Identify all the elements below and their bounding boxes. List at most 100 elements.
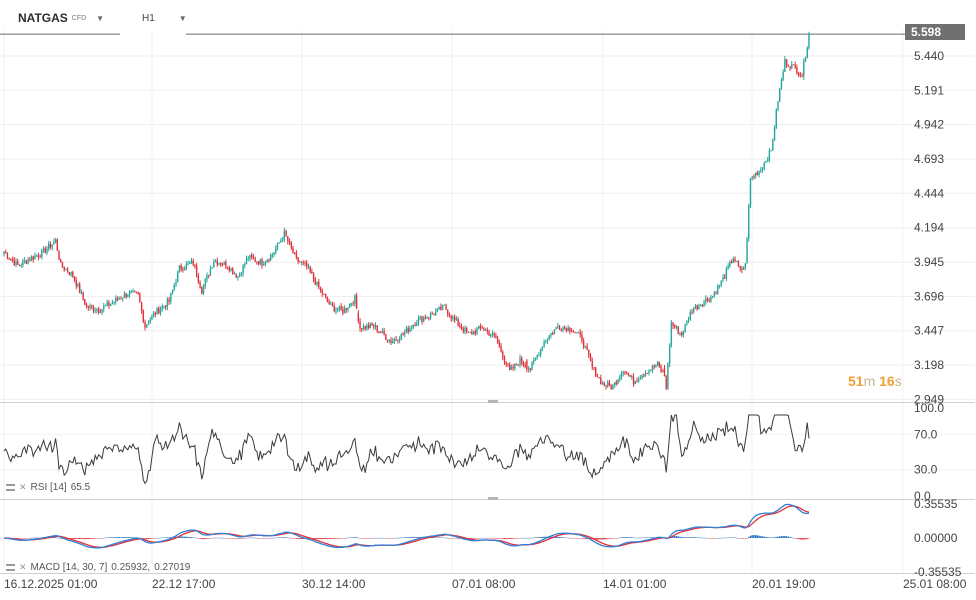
candle [729, 260, 731, 269]
candle-body [123, 293, 126, 299]
candle-body [732, 258, 734, 263]
candle-body [760, 169, 762, 171]
timeframe-selector[interactable]: H1 ▼ [142, 8, 187, 28]
candle [280, 237, 282, 243]
candle-body [634, 380, 636, 385]
candle-body [658, 362, 661, 367]
candle [634, 380, 636, 385]
macd-histogram-bar [717, 537, 719, 539]
macd-histogram-bar [261, 538, 263, 539]
macd-histogram-bar [92, 538, 95, 539]
macd-histogram-bar [720, 537, 722, 539]
candle [433, 313, 435, 316]
macd-histogram-bar [701, 537, 704, 539]
candle [514, 363, 516, 371]
candle [436, 308, 439, 313]
macd-histogram-bar [75, 538, 77, 540]
macd-histogram-bar [326, 538, 329, 540]
candle-body [481, 327, 483, 329]
macd-histogram-bar [539, 536, 542, 538]
macd-histogram-bar [127, 537, 129, 538]
candle-body [753, 176, 755, 178]
candle-body [593, 367, 595, 368]
countdown-seconds-unit: s [894, 373, 902, 389]
candle-body [8, 257, 10, 259]
candle [794, 61, 796, 69]
candle [600, 374, 602, 385]
macd-histogram-bar [527, 537, 530, 539]
candle [381, 328, 384, 334]
indicator-settings-icon[interactable] [6, 484, 15, 491]
macd-histogram-bar [443, 537, 446, 539]
candle [581, 330, 583, 344]
macd-histogram-bar [405, 537, 408, 538]
macd-histogram-bar [121, 537, 124, 538]
candle [335, 307, 337, 315]
candle [283, 227, 286, 243]
macd-histogram-bar [675, 536, 678, 538]
indicator-close-icon[interactable]: ✕ [19, 482, 27, 492]
macd-histogram-bar [185, 536, 188, 538]
candle [111, 299, 114, 305]
candle [170, 292, 172, 305]
candle [323, 293, 325, 295]
candle [791, 61, 793, 70]
symbol-dropdown-caret-icon[interactable]: ▼ [96, 13, 105, 23]
candle [42, 246, 45, 253]
candle-body [543, 341, 545, 348]
indicator-settings-icon[interactable] [6, 564, 15, 571]
candle [687, 316, 690, 324]
candle [533, 357, 535, 365]
candle [428, 317, 430, 321]
macd-histogram-bar [410, 537, 413, 538]
candle [89, 303, 91, 311]
candle-body [686, 320, 688, 325]
candle-body [137, 292, 139, 295]
candle-body [591, 360, 593, 368]
candle [290, 240, 292, 251]
candle-body [256, 261, 258, 263]
macd-histogram-bar [333, 538, 335, 539]
candle-body [698, 305, 700, 310]
candle-body [335, 309, 337, 312]
candle-body [280, 240, 282, 243]
candle-body [780, 79, 783, 89]
macd-histogram-bar [564, 537, 566, 538]
macd-histogram-bar [483, 537, 485, 539]
macd-histogram-bar [73, 538, 76, 539]
candle [178, 265, 181, 273]
candle [639, 375, 642, 380]
timeframe-dropdown-caret-icon[interactable]: ▼ [178, 13, 187, 23]
indicator-close-icon[interactable]: ✕ [19, 562, 27, 572]
candle [48, 240, 50, 252]
candle-body [770, 150, 772, 152]
macd-histogram-bar [617, 537, 619, 539]
macd-histogram-bar [634, 537, 636, 539]
candle [541, 346, 544, 352]
candle-body [314, 279, 317, 285]
candle-body [357, 312, 360, 322]
candle [453, 314, 456, 323]
candle-body [596, 376, 599, 378]
candle [598, 377, 600, 379]
macd-histogram-bar [244, 538, 246, 539]
macd-histogram-bar [693, 537, 695, 538]
candle [720, 280, 722, 288]
candle [409, 325, 411, 333]
candle-body [269, 255, 272, 261]
macd-histogram-bar [797, 538, 800, 540]
current-price-tag: 5.598 [905, 24, 965, 40]
candle [390, 337, 392, 345]
symbol-selector[interactable]: NATGAS CFD ▼ [18, 8, 104, 28]
candle [304, 260, 306, 267]
candle [469, 331, 471, 333]
candle-body [386, 339, 389, 341]
macd-histogram-bar [780, 536, 783, 538]
candle-body [507, 364, 509, 366]
candle-body [297, 257, 299, 262]
candle-body [663, 367, 666, 377]
candle-body [577, 332, 580, 333]
candle-body [675, 326, 678, 328]
macd-histogram-bar [130, 537, 132, 538]
